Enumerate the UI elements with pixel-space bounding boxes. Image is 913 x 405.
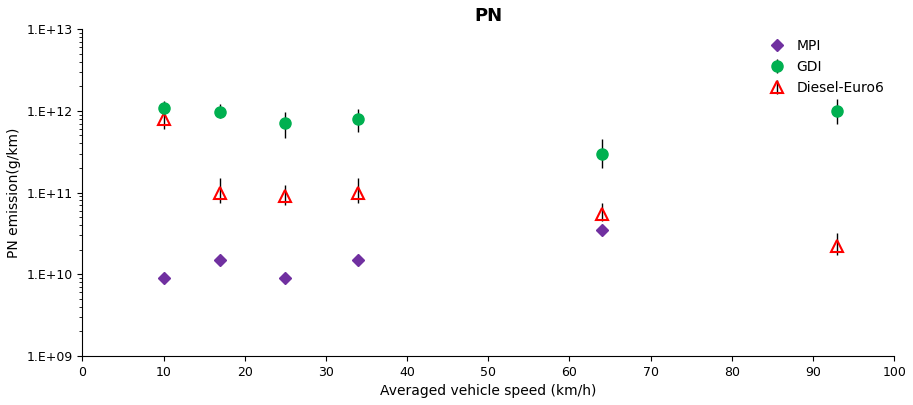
- Line: MPI: MPI: [160, 226, 606, 282]
- X-axis label: Averaged vehicle speed (km/h): Averaged vehicle speed (km/h): [380, 384, 596, 398]
- Y-axis label: PN emission(g/km): PN emission(g/km): [7, 127, 21, 258]
- MPI: [280, 275, 291, 280]
- Legend: MPI, GDI, Diesel-Euro6: MPI, GDI, Diesel-Euro6: [758, 34, 890, 100]
- MPI: [158, 275, 169, 280]
- MPI: [596, 227, 607, 232]
- Title: PN: PN: [474, 7, 502, 25]
- MPI: [353, 257, 364, 262]
- MPI: [215, 257, 226, 262]
